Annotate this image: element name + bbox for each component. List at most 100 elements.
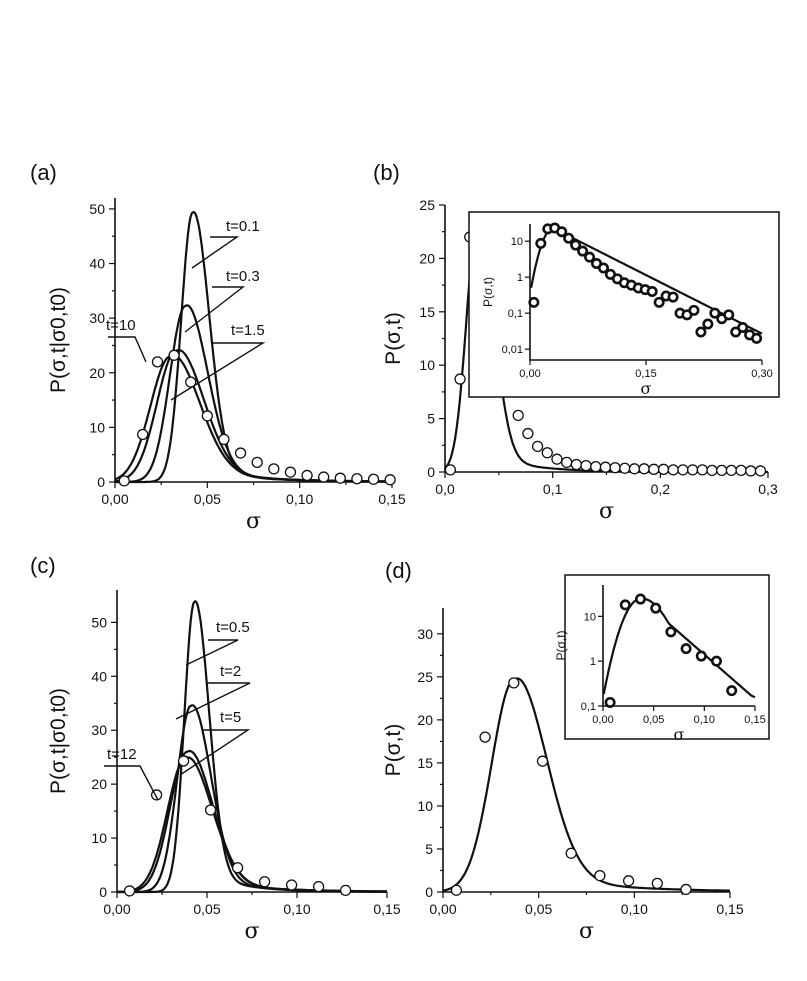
y-axis-label: P(σ,t) (382, 312, 405, 365)
inset-y-tick-label: 1 (517, 272, 523, 284)
inset-frame (564, 574, 770, 740)
inset-data-point (634, 593, 646, 605)
inset-data-point (653, 296, 665, 308)
inset-x-tick-label: 0,15 (635, 368, 656, 380)
data-point (686, 464, 699, 476)
data-point (118, 475, 130, 487)
label-leader (179, 729, 251, 776)
inset-x-tick-label: 0,00 (519, 368, 540, 380)
y-tick-label: 5 (425, 841, 433, 857)
curve-label: t=2 (220, 663, 241, 680)
inset-data-point (723, 309, 735, 321)
y-tick-label: 50 (89, 201, 105, 217)
x-tick-label: 0,05 (193, 901, 220, 917)
data-point (619, 462, 631, 474)
inset-d: 0,1 1 10 0,00 0,05 0,10 0,15 σ P(σ,t) (554, 574, 770, 744)
inset-frame (468, 211, 780, 398)
data-point (151, 356, 164, 368)
inset-data-point (619, 599, 631, 611)
inset-x-tick-label: 0,05 (643, 714, 664, 726)
data-point (384, 474, 396, 486)
data-point (541, 447, 553, 459)
inset-data-point (528, 296, 540, 308)
data-point (312, 880, 325, 893)
y-axis-label: P(σ,t|σ0,t0) (47, 688, 70, 794)
label-leader (170, 342, 266, 401)
x-tick-label: 0,1 (543, 481, 563, 497)
inset-x-tick-label: 0,30 (751, 368, 772, 380)
data-point (551, 453, 563, 465)
inset-data-point (667, 291, 679, 303)
panel-label: (a) (30, 160, 57, 185)
y-axis-label: P(σ,t|σ0,t0) (47, 287, 70, 393)
y-tick-label: 30 (417, 626, 433, 642)
data-point (706, 464, 718, 477)
data-point (628, 463, 641, 475)
y-tick-label: 10 (91, 830, 107, 846)
data-point (531, 440, 544, 453)
inset-data-point (563, 232, 575, 244)
x-axis-label: σ (599, 499, 614, 524)
y-tick-label: 0 (99, 884, 107, 900)
data-point (285, 879, 298, 891)
inset-data-point (726, 685, 738, 697)
data-point (318, 471, 330, 483)
x-axis-label: σ (246, 509, 261, 534)
inset-data-point (577, 245, 589, 257)
y-tick-label: 10 (89, 419, 105, 435)
inset-data-point (737, 321, 749, 333)
data-point (351, 473, 363, 485)
curve-t=10 (114, 354, 392, 483)
inset-data-point (751, 332, 763, 344)
data-point (301, 469, 313, 482)
curve-label: t=1.5 (231, 322, 265, 339)
x-tick-label: 0,00 (103, 901, 130, 917)
curve-t=0.1 (115, 211, 392, 484)
data-point (599, 461, 612, 473)
curve-t=12 (117, 756, 387, 894)
curve-label: t=12 (107, 746, 137, 763)
x-tick-label: 0,0 (435, 481, 455, 497)
data-point (367, 473, 380, 485)
y-tick-label: 20 (89, 365, 105, 381)
panel-label: (d) (385, 558, 412, 583)
data-point (565, 847, 577, 859)
curve-t=5 (117, 749, 387, 894)
inset-y-tick-label: 0,01 (502, 344, 523, 356)
axes (116, 590, 387, 893)
y-axis-label: P(σ,t) (382, 724, 405, 777)
x-tick-label: 0,10 (286, 491, 313, 507)
data-point (638, 463, 650, 475)
data-point (450, 884, 463, 896)
inset-data-point (695, 650, 707, 662)
x-tick-label: 0,2 (651, 481, 671, 497)
data-point (580, 459, 592, 472)
data-point (522, 427, 534, 440)
x-tick-label: 0,15 (373, 901, 400, 917)
label-leader (185, 639, 239, 666)
x-axis-label: σ (579, 919, 594, 944)
data-point (696, 464, 708, 476)
data-point (680, 883, 692, 896)
inset-y-tick-label: 10 (584, 611, 596, 623)
data-point (622, 875, 635, 887)
data-point (508, 677, 520, 689)
inset-data-point (604, 696, 616, 708)
data-point (667, 464, 679, 476)
inset-data-point (680, 643, 692, 655)
x-tick-label: 0,00 (101, 491, 128, 507)
y-tick-label: 25 (419, 197, 435, 213)
x-tick-label: 0,3 (758, 481, 778, 497)
data-point (536, 755, 549, 767)
inset-data-point (695, 326, 707, 338)
data-point (251, 456, 263, 468)
inset-y-tick-label: 0,1 (508, 308, 523, 320)
label-leader (104, 765, 159, 801)
y-tick-label: 50 (91, 614, 107, 630)
inset-x-axis-label: σ (641, 379, 652, 398)
inset-x-tick-label: 0,15 (744, 714, 765, 726)
x-tick-label: 0,10 (283, 901, 310, 917)
x-tick-label: 0,15 (716, 901, 743, 917)
data-point (334, 472, 346, 484)
